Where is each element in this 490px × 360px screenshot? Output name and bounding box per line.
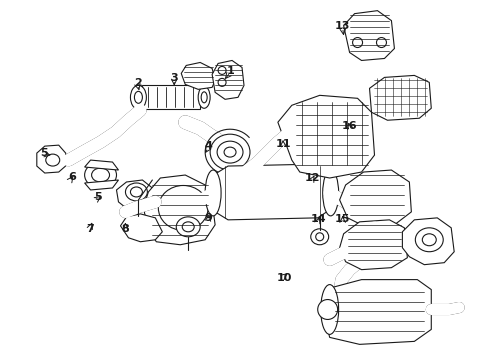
Polygon shape [117,180,154,210]
Ellipse shape [130,85,147,109]
Polygon shape [343,11,394,60]
Polygon shape [340,220,407,270]
Polygon shape [121,214,162,242]
Ellipse shape [224,147,236,157]
Polygon shape [144,175,215,245]
Text: 6: 6 [68,172,75,182]
Ellipse shape [134,91,143,103]
Text: 3: 3 [171,73,178,83]
Text: 7: 7 [86,224,94,234]
Ellipse shape [158,185,208,230]
Text: 8: 8 [122,224,129,234]
Ellipse shape [182,222,194,232]
Text: 1: 1 [226,66,234,76]
Ellipse shape [218,67,226,75]
Ellipse shape [422,234,436,246]
Polygon shape [85,180,119,190]
Polygon shape [340,170,412,228]
Text: 13: 13 [335,21,350,31]
Polygon shape [215,164,330,220]
Polygon shape [322,280,431,345]
Ellipse shape [218,78,226,86]
Ellipse shape [217,141,243,163]
Ellipse shape [321,285,339,334]
Polygon shape [212,60,244,99]
Text: 16: 16 [342,121,358,131]
Polygon shape [181,62,215,89]
Polygon shape [402,218,454,265]
Ellipse shape [318,300,338,319]
Ellipse shape [311,229,329,245]
Ellipse shape [85,162,117,188]
Ellipse shape [92,168,110,182]
Ellipse shape [205,170,221,216]
Polygon shape [143,85,200,109]
Polygon shape [278,95,374,178]
Text: 15: 15 [335,215,350,224]
Ellipse shape [353,37,363,48]
Ellipse shape [125,183,147,201]
Text: 2: 2 [134,78,142,88]
Polygon shape [85,160,119,170]
Text: 5: 5 [40,148,48,158]
Ellipse shape [130,187,143,197]
Ellipse shape [176,217,200,237]
Text: 10: 10 [276,273,292,283]
Ellipse shape [198,86,210,108]
Text: 11: 11 [275,139,291,149]
Text: 5: 5 [94,192,101,202]
Polygon shape [369,75,431,120]
Ellipse shape [210,134,250,170]
Ellipse shape [376,37,387,48]
Polygon shape [37,145,67,173]
Text: 14: 14 [310,215,326,224]
Ellipse shape [323,170,339,216]
Ellipse shape [46,154,60,166]
Text: 4: 4 [204,141,212,151]
Text: 9: 9 [204,213,212,222]
Ellipse shape [316,233,324,241]
Ellipse shape [416,228,443,252]
Text: 12: 12 [305,173,320,183]
Ellipse shape [201,92,207,103]
